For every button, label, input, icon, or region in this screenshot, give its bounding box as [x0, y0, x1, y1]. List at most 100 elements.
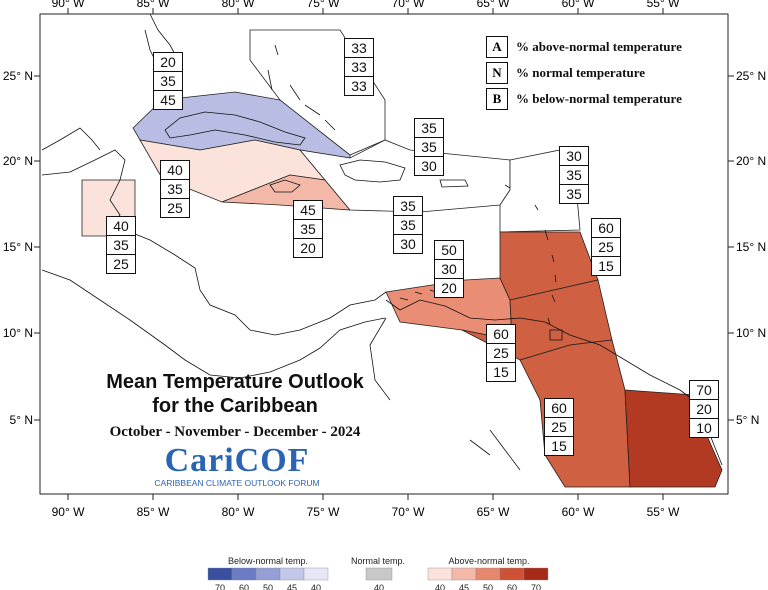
legend-swatch: [279, 567, 305, 581]
logo-subtitle: CARIBBEAN CLIMATE OUTLOOK FORUM: [154, 478, 320, 488]
lon-tick-label: 90° W: [52, 505, 85, 519]
prob-above: 70: [690, 381, 718, 400]
lat-tick-label: 25° N: [3, 69, 33, 83]
probability-box-abc-islands: 50 30 20: [434, 240, 464, 298]
legend-above-bar: 40 45 50 60 70: [427, 567, 549, 590]
prob-normal: 35: [161, 180, 189, 199]
prob-normal: 30: [435, 260, 463, 279]
prob-normal: 35: [415, 138, 443, 157]
legend-tick-label: 40: [435, 583, 445, 590]
lon-tick-label: 55° W: [647, 0, 680, 10]
lat-tick-label: 20° N: [736, 154, 766, 168]
prob-below: 15: [493, 364, 509, 380]
legend-tick-label: 50: [483, 583, 493, 590]
map-period: October - November - December - 2024: [109, 424, 361, 440]
prob-normal: 25: [487, 344, 515, 363]
lon-tick-label: 60° W: [562, 505, 595, 519]
probability-box-caribbean-sea-east: 35 35 30: [393, 196, 423, 254]
key-letter: N: [486, 62, 508, 84]
legend-tick-label: 60: [239, 583, 249, 590]
title-block: Mean Temperature Outlook for the Caribbe…: [70, 370, 400, 441]
prob-below: 33: [351, 78, 367, 94]
probability-box-cayman: 40 35 25: [160, 160, 190, 218]
map-title-line1: Mean Temperature Outlook: [106, 371, 364, 393]
prob-above: 50: [435, 241, 463, 260]
prob-below: 15: [598, 258, 614, 274]
prob-normal: 35: [107, 236, 135, 255]
key-text: % normal temperature: [516, 65, 646, 80]
probability-box-lesser-antilles: 60 25 15: [591, 218, 621, 276]
prob-normal: 35: [154, 72, 182, 91]
prob-normal: 25: [592, 238, 620, 257]
lon-tick-label: 85° W: [137, 505, 170, 519]
legend-tick-label: 60: [507, 583, 517, 590]
legend-tick-label: 70: [215, 583, 225, 590]
legend-swatch: [303, 567, 329, 581]
prob-above: 35: [394, 197, 422, 216]
prob-below: 10: [696, 420, 712, 436]
lon-tick-label: 75° W: [307, 505, 340, 519]
prob-above: 45: [294, 201, 322, 220]
legend-tick-label: 45: [287, 583, 297, 590]
key-row: A % above-normal temperature: [486, 34, 726, 60]
lat-tick-label: 25° N: [736, 69, 766, 83]
legend: Below-normal temp. Normal temp. Above-no…: [207, 556, 549, 590]
lat-tick-label: 5° N: [10, 413, 33, 427]
prob-below: 25: [113, 256, 129, 272]
prob-normal: 20: [690, 400, 718, 419]
key-panel: A % above-normal temperature N % normal tem…: [486, 34, 726, 112]
prob-below: 30: [421, 158, 437, 174]
probability-box-leeward-north: 30 35 35: [559, 146, 589, 204]
key-row: B % below-normal temperature: [486, 86, 726, 112]
lat-tick-label: 15° N: [736, 240, 766, 254]
lon-ticks-bottom: 90° W 85° W 80° W 75° W 70° W 65° W 60° W 55° W: [52, 494, 680, 519]
legend-swatch: [255, 567, 281, 581]
legend-swatch: [427, 567, 453, 581]
lat-tick-label: 10° N: [736, 326, 766, 340]
prob-normal: 25: [545, 418, 573, 437]
legend-normal-title: Normal temp.: [351, 556, 405, 566]
legend-swatch: [523, 567, 549, 581]
map-title-line2: for the Caribbean: [152, 395, 318, 417]
lon-tick-label: 80° W: [222, 0, 255, 10]
lat-tick-label: 5° N: [736, 413, 759, 427]
logo-wordmark: CariCOF: [164, 442, 310, 479]
prob-normal: 35: [560, 166, 588, 185]
legend-tick-label: 45: [459, 583, 469, 590]
legend-swatch: [475, 567, 501, 581]
prob-above: 30: [560, 147, 588, 166]
probability-box-belize: 40 35 25: [106, 216, 136, 274]
lon-ticks-top: 90° W 85° W 80° W 75° W 70° W 65° W 60° W 55° W: [52, 0, 680, 14]
prob-above: 35: [415, 119, 443, 138]
prob-above: 60: [487, 325, 515, 344]
probability-box-bahamas: 33 33 33: [344, 38, 374, 96]
lon-tick-label: 70° W: [392, 0, 425, 10]
lat-tick-label: 10° N: [3, 326, 33, 340]
prob-below: 20: [300, 240, 316, 256]
lat-tick-label: 20° N: [3, 154, 33, 168]
probability-box-trinidad: 60 25 15: [486, 324, 516, 382]
legend-above-title: Above-normal temp.: [448, 556, 529, 566]
legend-tick-label: 40: [311, 583, 321, 590]
probability-box-guyana: 60 25 15: [544, 398, 574, 456]
probability-box-suriname-guiana: 70 20 10: [689, 380, 719, 438]
lon-tick-label: 55° W: [647, 505, 680, 519]
key-letter: B: [486, 88, 508, 110]
prob-normal: 35: [394, 216, 422, 235]
lat-tick-label: 15° N: [3, 240, 33, 254]
lon-tick-label: 70° W: [392, 505, 425, 519]
legend-tick-label: 50: [263, 583, 273, 590]
legend-swatch: [207, 567, 233, 581]
lon-tick-label: 75° W: [307, 0, 340, 10]
prob-above: 33: [345, 39, 373, 58]
legend-tick-label: 70: [531, 583, 541, 590]
probability-box-hispaniola-north: 35 35 30: [414, 118, 444, 176]
legend-below-title: Below-normal temp.: [228, 556, 308, 566]
legend-swatch: [451, 567, 477, 581]
legend-swatch: [499, 567, 525, 581]
key-row: N % normal temperature: [486, 60, 726, 86]
lon-tick-label: 65° W: [477, 505, 510, 519]
lon-tick-label: 60° W: [562, 0, 595, 10]
legend-tick-label: 40: [374, 583, 384, 590]
prob-above: 20: [154, 53, 182, 72]
